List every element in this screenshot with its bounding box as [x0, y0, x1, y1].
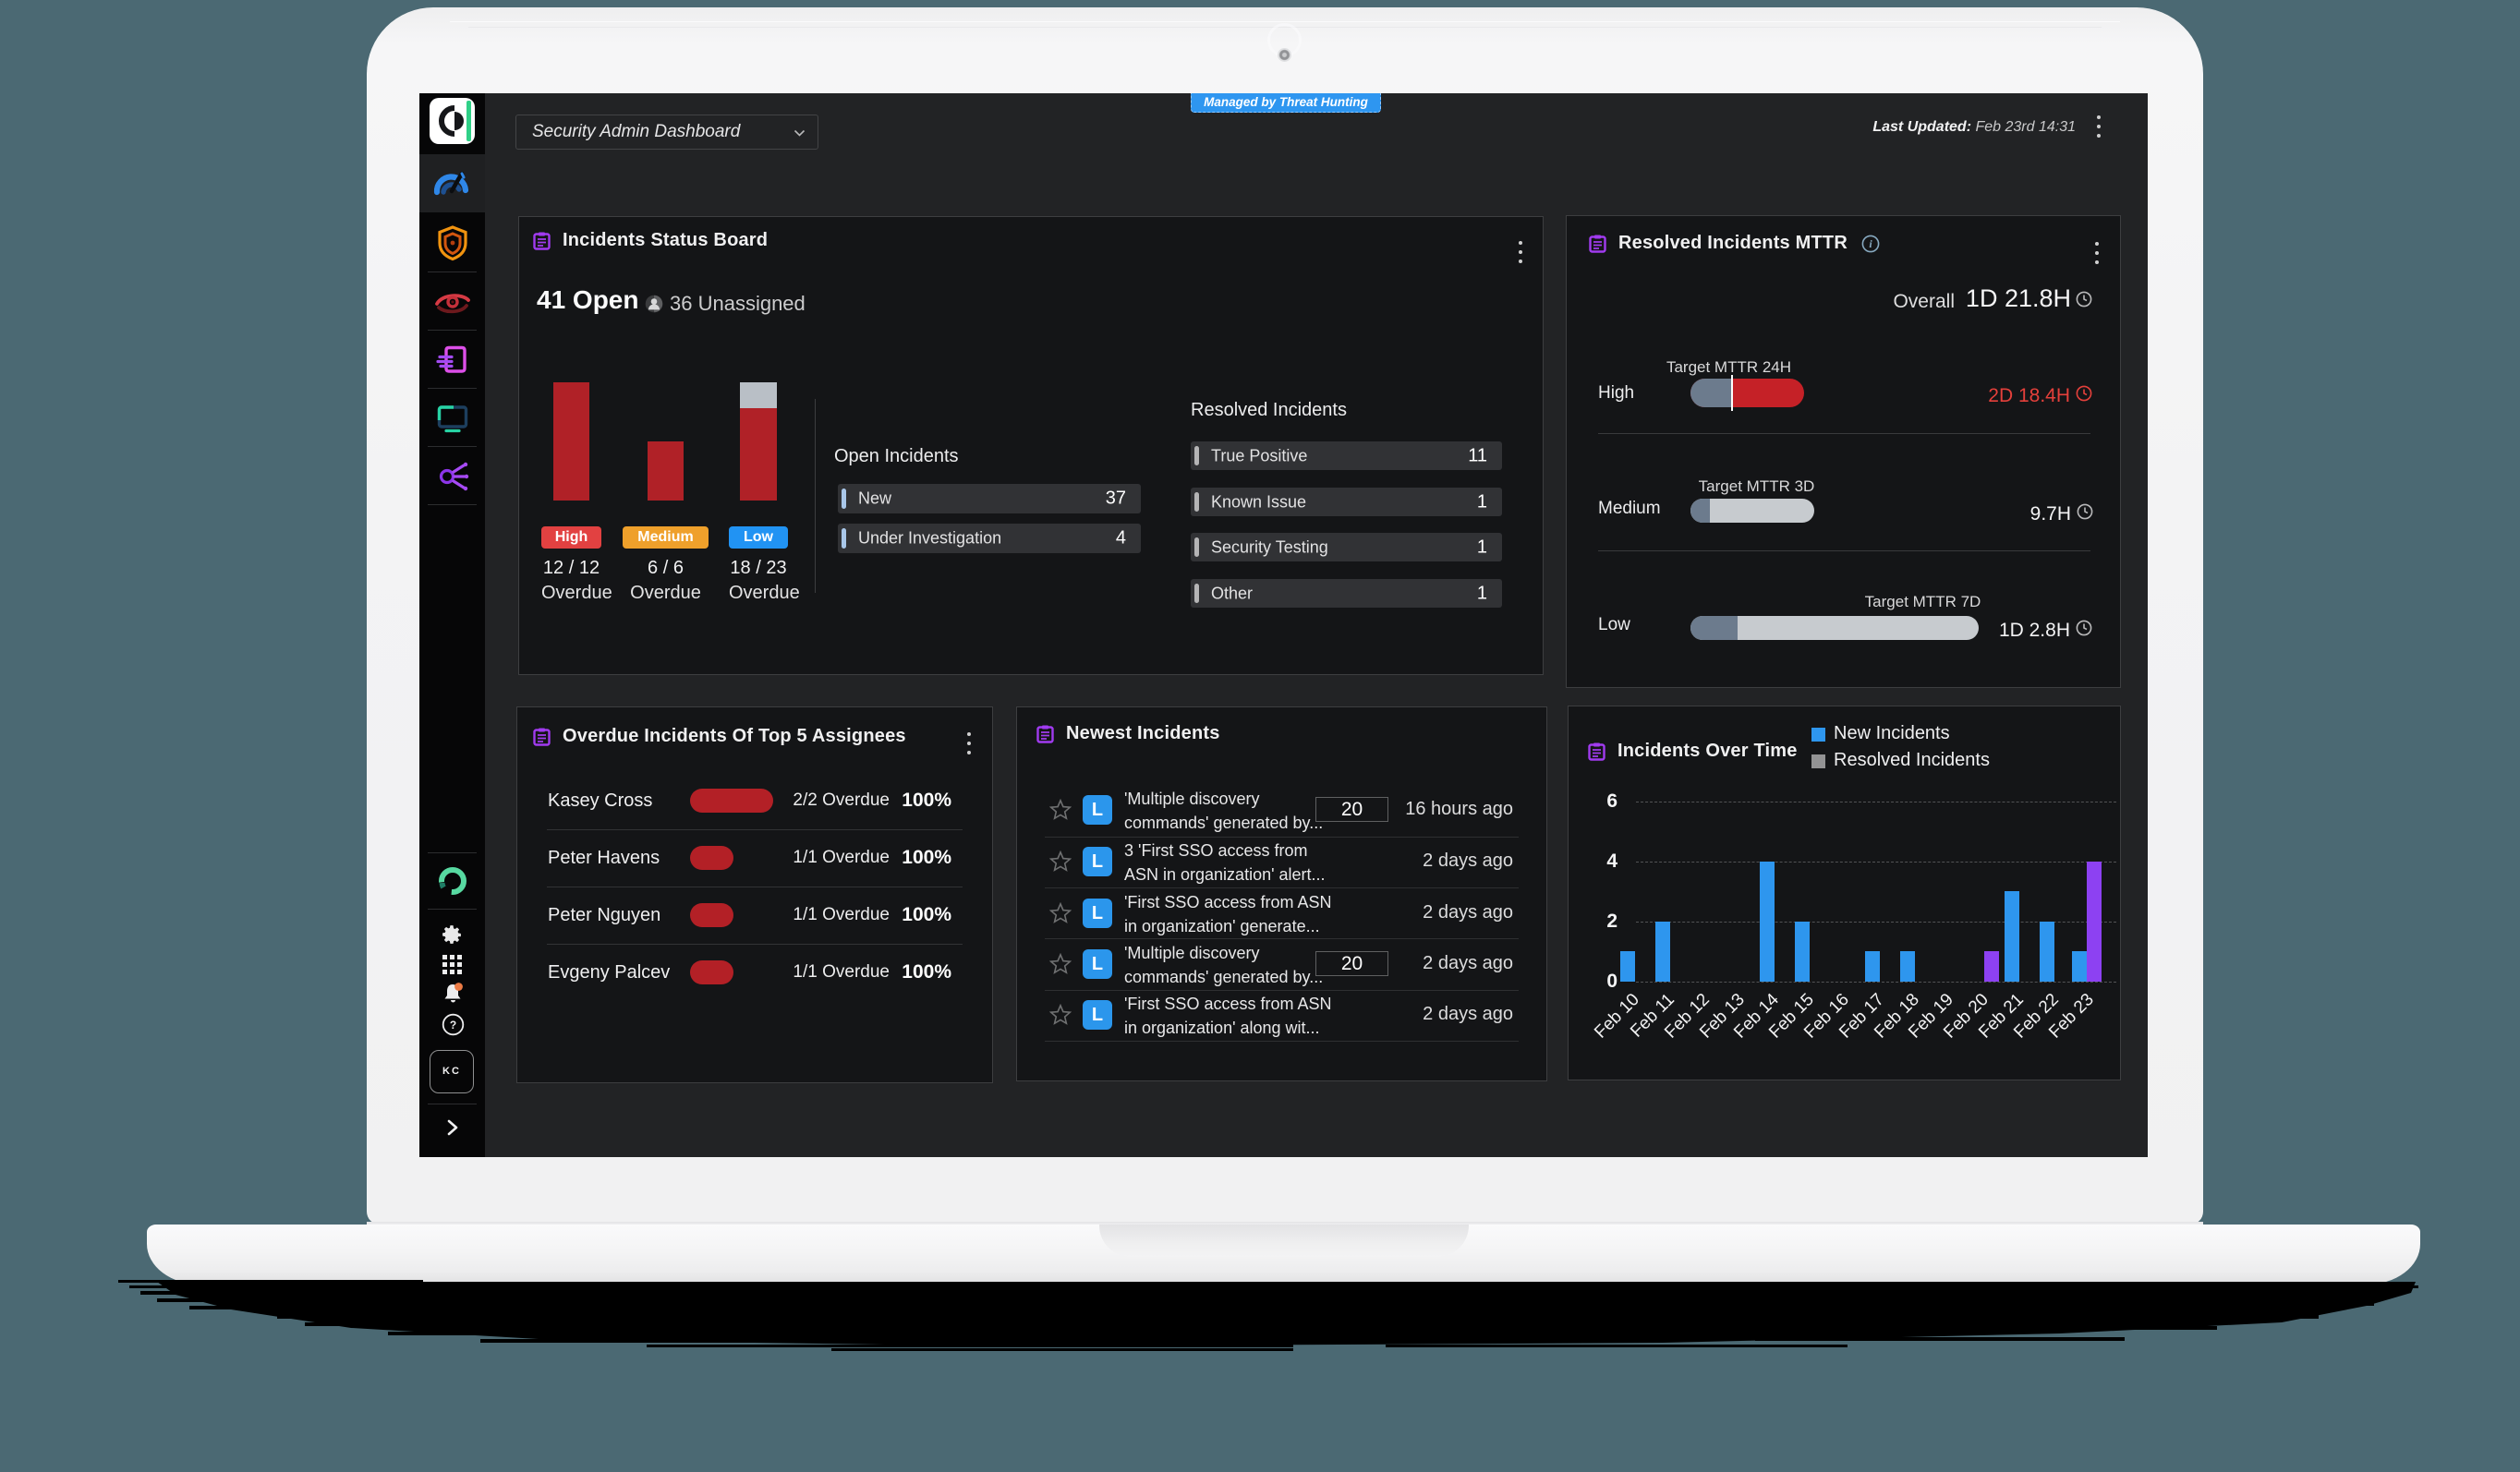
svg-text:?: ? — [450, 1019, 456, 1032]
svg-text:i: i — [1869, 237, 1872, 250]
